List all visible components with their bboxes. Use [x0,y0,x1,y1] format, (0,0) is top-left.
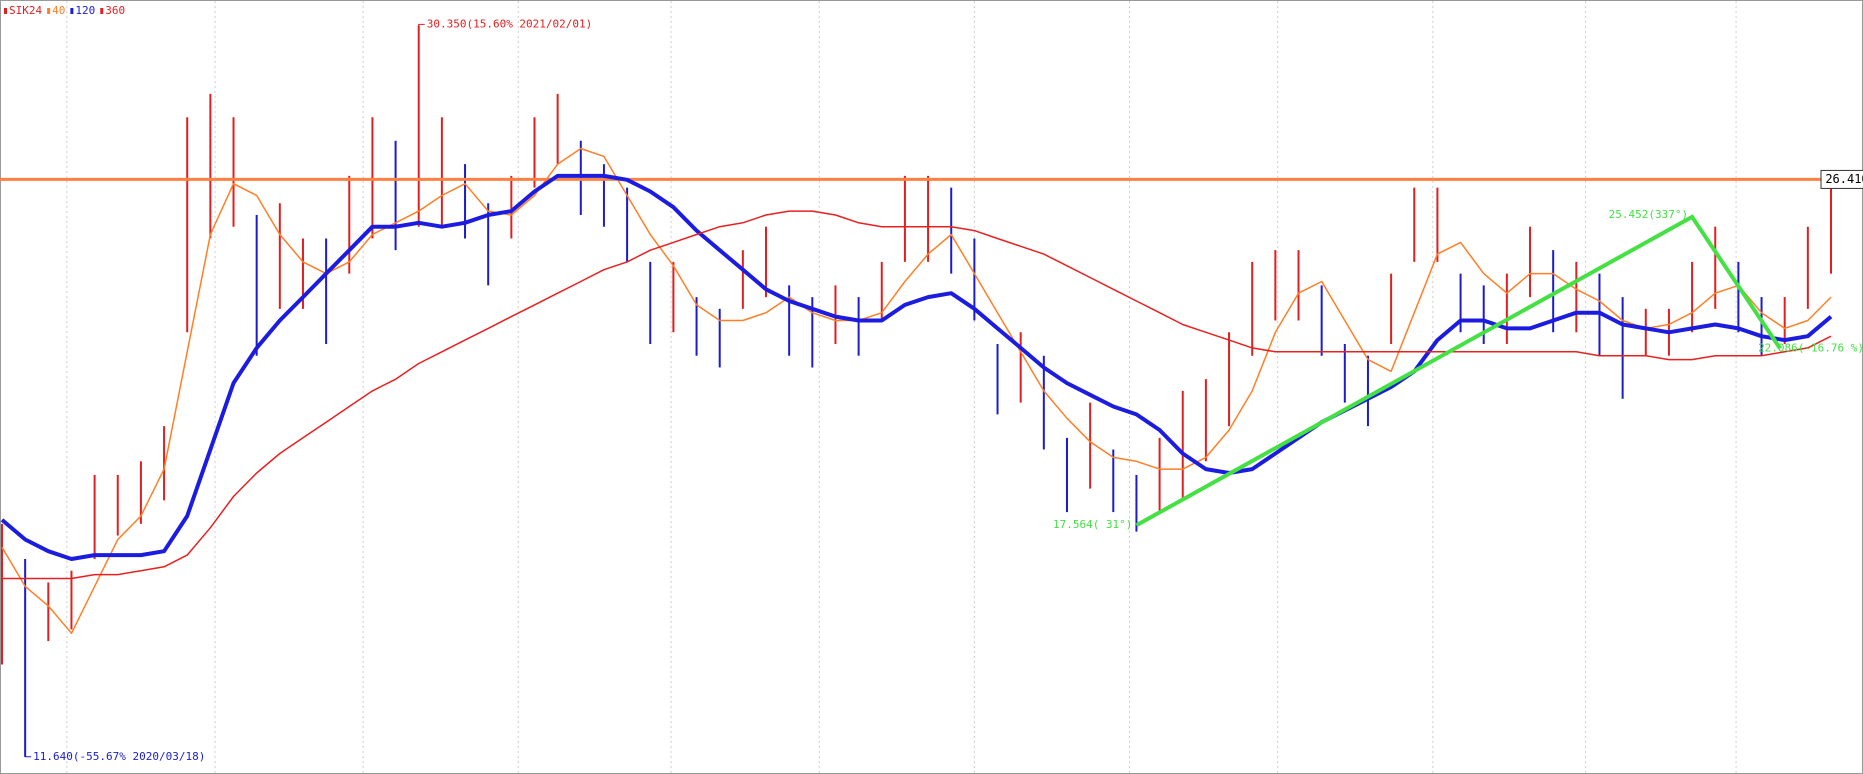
price-label-box [1820,169,1863,189]
legend-label: 40 [52,4,65,17]
legend-swatch [100,8,104,14]
legend-label: 360 [105,4,125,17]
annotation: 25.452(337°) [1609,208,1688,221]
legend-swatch [4,8,7,14]
legend-swatch [70,8,74,14]
moving-average [2,210,1832,580]
moving-average [1,147,1832,635]
annotation: 30.350(15.60% 2021/02/01) [427,17,593,30]
annotation: 17.564( 31°) [1053,518,1132,531]
price-label: 26.410 [1825,172,1863,186]
annotation: 11.640(-55.67% 2020/03/18) [33,750,205,763]
trend-line [1135,214,1782,527]
moving-average [0,173,1833,561]
annotation-pointer [418,23,425,26]
legend-label: 120 [75,4,95,17]
annotation: 22.086(-16.76 %) [1758,341,1863,354]
legend-swatch [47,8,51,14]
legend-label: SIK24 [9,4,42,17]
annotation-pointer [24,748,32,758]
legend: SIK24 40 120 360 [4,4,125,17]
